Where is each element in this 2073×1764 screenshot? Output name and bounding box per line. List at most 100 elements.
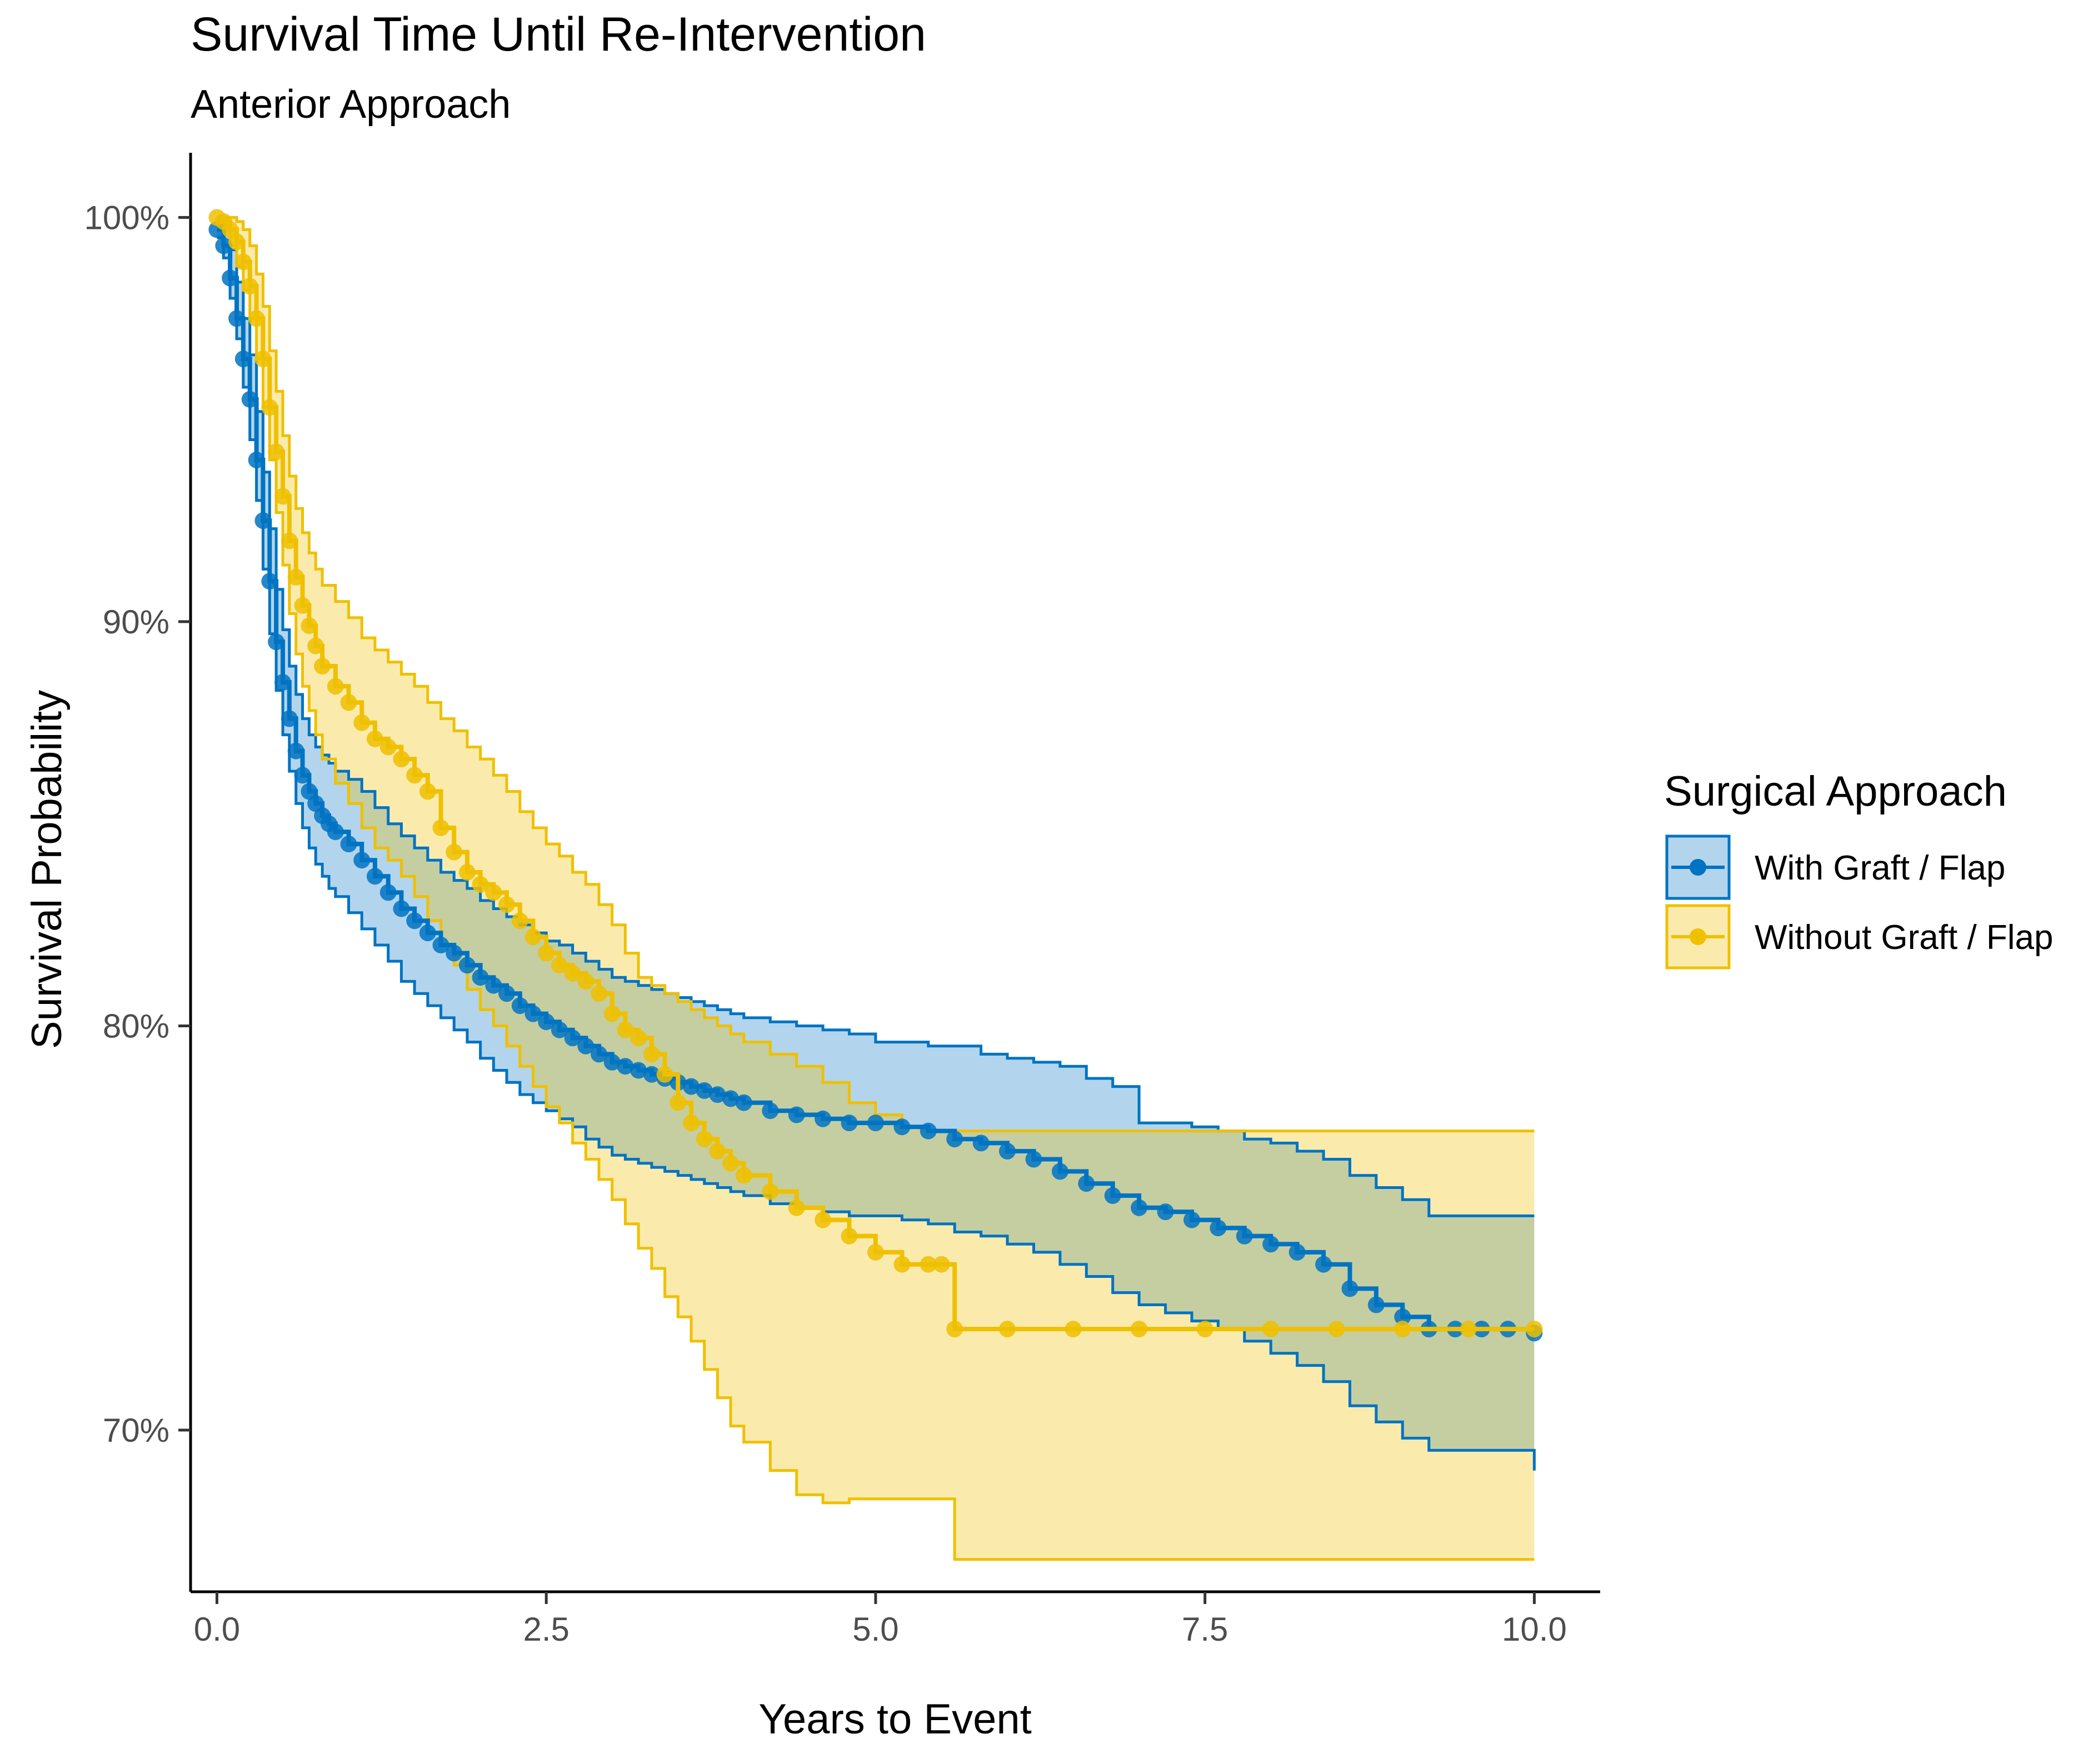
with-graft-point — [709, 1086, 726, 1103]
with-graft-point — [972, 1135, 990, 1152]
without-graft-point — [307, 637, 324, 654]
with-graft-point — [1210, 1220, 1227, 1237]
with-graft-point — [762, 1102, 779, 1120]
without-graft-point — [406, 767, 423, 784]
y-axis-title: Survival Probability — [23, 690, 71, 1049]
without-graft-point — [1196, 1321, 1213, 1338]
legend-key-point — [1690, 859, 1706, 876]
x-axis-title: Years to Event — [758, 1696, 1032, 1743]
with-graft-point — [1367, 1296, 1385, 1313]
with-graft-point — [946, 1131, 963, 1148]
with-graft-point — [1104, 1187, 1121, 1204]
without-graft-point — [366, 730, 383, 747]
without-graft-point — [222, 221, 239, 238]
with-graft-point — [1183, 1211, 1200, 1228]
without-graft-point — [241, 278, 258, 295]
x-tick-label: 10.0 — [1502, 1611, 1567, 1648]
without-graft-point — [419, 783, 436, 800]
x-axis-ticks: 0.0 2.5 5.0 7.5 10.0 — [194, 1592, 1567, 1648]
without-graft-point — [485, 884, 502, 901]
with-graft-point — [683, 1078, 700, 1095]
without-graft-point — [1131, 1321, 1148, 1338]
with-graft-point — [353, 852, 371, 869]
without-graft-point — [1262, 1321, 1280, 1338]
without-graft-point — [1394, 1321, 1411, 1338]
without-graft-point — [511, 912, 528, 930]
without-graft-point — [722, 1155, 740, 1172]
legend-item-with-graft: With Graft / Flap — [1665, 834, 2005, 900]
x-tick-label: 7.5 — [1182, 1611, 1228, 1648]
with-graft-point — [458, 957, 476, 974]
with-graft-point — [498, 985, 515, 1002]
without-graft-point — [999, 1321, 1016, 1338]
with-graft-point — [591, 1046, 607, 1063]
legend-label-without-graft: Without Graft / Flap — [1755, 918, 2054, 957]
y-tick-label: 80% — [103, 1007, 169, 1045]
without-graft-point — [254, 351, 272, 367]
with-graft-point — [788, 1106, 805, 1123]
without-graft-point — [893, 1256, 911, 1273]
with-graft-point — [274, 674, 291, 691]
with-graft-point — [1025, 1151, 1042, 1168]
with-graft-point — [215, 237, 232, 254]
with-graft-point — [254, 512, 272, 529]
with-graft-point — [867, 1115, 884, 1132]
without-graft-point — [946, 1321, 963, 1338]
with-graft-point — [327, 823, 344, 841]
with-graft-point — [268, 633, 285, 651]
confidence-bounds — [217, 216, 1536, 1561]
with-graft-point — [228, 310, 245, 327]
without-graft-point — [301, 617, 318, 634]
with-graft-point — [735, 1094, 752, 1111]
without-graft-point — [1328, 1321, 1345, 1338]
without-graft-point — [815, 1211, 832, 1228]
survival-curves — [208, 209, 1543, 1342]
with-graft-point — [1236, 1227, 1253, 1245]
without-graft-point — [314, 658, 331, 674]
with-graft-ci-lower-line — [217, 236, 1536, 1471]
with-graft-point — [525, 1005, 542, 1022]
without-graft-point — [261, 399, 278, 416]
legend-label-with-graft: With Graft / Flap — [1755, 849, 2005, 887]
without-graft-point — [867, 1243, 884, 1261]
legend-title: Surgical Approach — [1664, 768, 2007, 815]
legend-item-without-graft: Without Graft / Flap — [1665, 904, 2054, 970]
with-graft-point — [340, 836, 357, 853]
without-graft-point — [1065, 1321, 1082, 1338]
without-graft-point — [920, 1256, 937, 1273]
without-graft-point — [933, 1256, 950, 1273]
with-graft-point — [617, 1058, 634, 1075]
with-graft-confidence-ribbon — [217, 217, 1535, 1471]
chart-subtitle: Anterior Approach — [191, 82, 511, 127]
without-graft-point — [353, 714, 371, 731]
legend-key-point — [1690, 928, 1706, 945]
confidence-ribbons — [217, 217, 1535, 1560]
without-graft-point — [498, 896, 515, 913]
with-graft-point — [261, 573, 278, 590]
with-graft-point — [1131, 1199, 1148, 1216]
with-graft-point — [248, 451, 265, 468]
without-graft-point — [1526, 1321, 1543, 1338]
with-graft-point — [241, 391, 258, 408]
with-graft-point — [1315, 1256, 1332, 1273]
with-graft-point — [603, 1053, 621, 1071]
without-graft-point — [617, 1021, 634, 1038]
with-graft-point — [1078, 1175, 1095, 1192]
without-graft-point — [281, 532, 298, 549]
with-graft-point — [222, 269, 239, 287]
without-graft-point — [268, 443, 285, 461]
y-tick-label: 90% — [103, 603, 169, 641]
without-graft-point — [446, 843, 463, 861]
with-graft-point — [419, 925, 436, 942]
without-graft-point — [709, 1143, 726, 1160]
without-graft-point — [234, 253, 252, 271]
with-graft-point — [1341, 1280, 1358, 1297]
without-graft-point — [551, 957, 568, 974]
with-graft-point — [841, 1115, 858, 1132]
with-graft-point — [643, 1066, 660, 1083]
with-graft-point — [630, 1062, 647, 1079]
without-graft-point — [248, 310, 265, 327]
without-graft-point — [762, 1183, 779, 1200]
without-graft-point — [577, 973, 595, 990]
